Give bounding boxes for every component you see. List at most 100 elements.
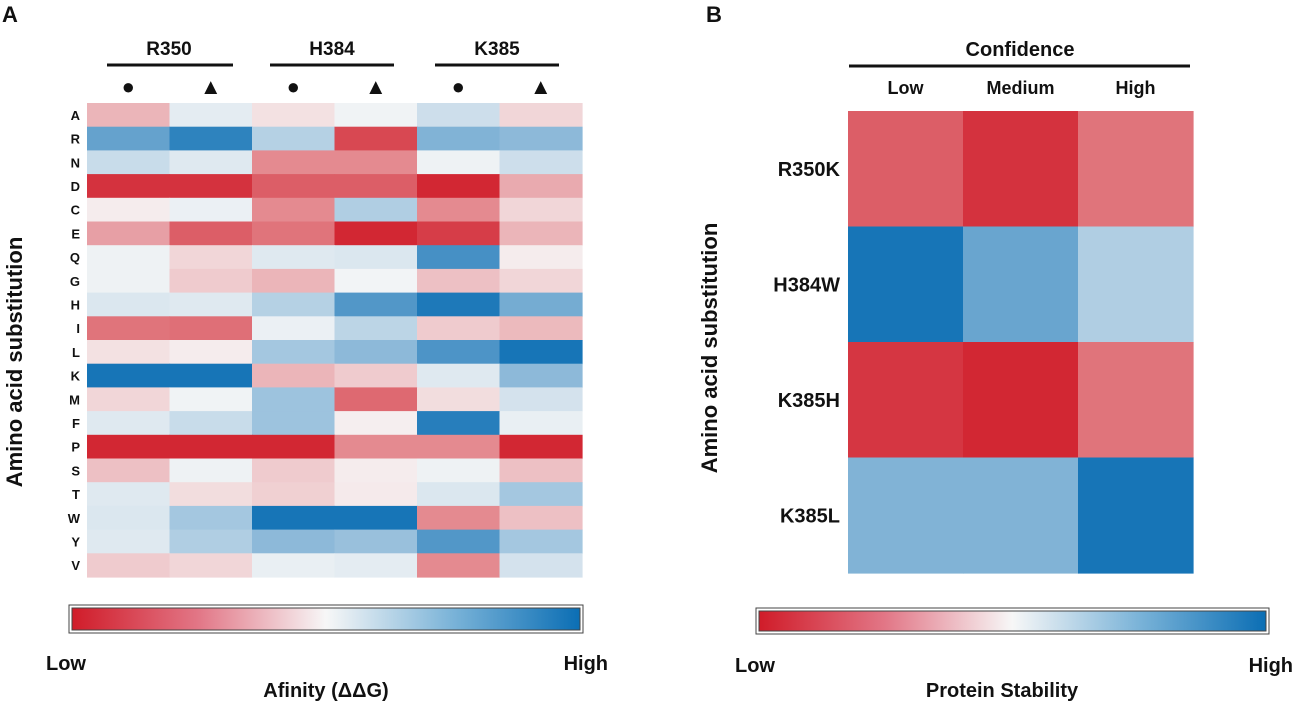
panel-a-cell: [87, 316, 171, 341]
panel-a-colorbar-high: High: [564, 653, 608, 675]
panel-a-cell: [334, 387, 418, 412]
panel-a-cell: [334, 292, 418, 317]
panel-b-cell: [1078, 342, 1194, 459]
panel-a-colorbar-frame: [68, 604, 584, 634]
panel-a-cell: [334, 221, 418, 246]
panel-a-row-label: M: [69, 392, 80, 407]
panel-b-colorbar-frame: [755, 607, 1270, 635]
panel-a-row-label: Q: [70, 250, 80, 265]
panel-a-cell: [87, 340, 171, 365]
panel-a-row-label: F: [72, 416, 80, 431]
panel-a-cell: [252, 529, 336, 554]
panel-a-cell: [252, 292, 336, 317]
panel-a-cell: [252, 126, 336, 151]
panel-a-cell: [417, 103, 501, 128]
panel-a-cell: [169, 174, 253, 199]
panel-a-cell: [252, 103, 336, 128]
panel-a-cell: [499, 221, 583, 246]
panel-b-column-label: Medium: [986, 78, 1054, 98]
panel-a-cell: [334, 316, 418, 341]
panel-a-colorbar: [71, 607, 581, 631]
panel-b-cell: [963, 457, 1079, 574]
panel-a-cell: [252, 221, 336, 246]
panel-a-cell: [499, 292, 583, 317]
panel-a-cell: [169, 150, 253, 175]
panel-b-title: Confidence: [966, 39, 1075, 61]
panel-a-row-label: G: [70, 274, 80, 289]
panel-a-cell: [417, 292, 501, 317]
panel-a-cell: [252, 411, 336, 436]
panel-b-cell: [963, 111, 1079, 228]
panel-b-column-label: High: [1116, 78, 1156, 98]
panel-a-cell: [499, 150, 583, 175]
panel-b-column-label: Low: [888, 78, 925, 98]
panel-b-colorbar-title: Protein Stability: [926, 680, 1079, 702]
panel-a-cell: [87, 150, 171, 175]
panel-b-cell: [848, 342, 964, 459]
panel-b-column-labels: Low Medium High: [888, 78, 1156, 98]
panel-a-cell: [87, 221, 171, 246]
panel-a-cell: [87, 245, 171, 270]
panel-b: B Confidence Low Medium High Amino acid su…: [697, 2, 1293, 702]
panel-a-cell: [169, 221, 253, 246]
panel-a-cell: [252, 387, 336, 412]
panel-a-cell: [169, 529, 253, 554]
panel-a-cell: [169, 245, 253, 270]
panel-b-cell: [963, 226, 1079, 343]
panel-a-y-axis-title: Amino acid substitution: [2, 237, 27, 488]
panel-a-row-label: H: [71, 297, 80, 312]
panel-a-cell: [169, 482, 253, 507]
panel-a-cell: [334, 268, 418, 294]
panel-a-cell: [417, 197, 501, 223]
panel-a-heatmap: [87, 103, 583, 578]
panel-a-cell: [87, 292, 171, 317]
panel-a-cell: [499, 245, 583, 270]
panel-a-cell: [417, 316, 501, 341]
panel-b-row-label: R350K: [778, 159, 841, 181]
panel-a-row-label: C: [71, 203, 81, 218]
panel-a-cell: [334, 197, 418, 223]
panel-a-cell: [499, 363, 583, 388]
panel-b-cell: [848, 226, 964, 343]
panel-a-cell: [87, 482, 171, 507]
panel-a-cell: [499, 340, 583, 365]
panel-a-cell: [417, 363, 501, 388]
panel-a-group-label-k385: K385: [474, 39, 520, 60]
panel-a-cell: [169, 340, 253, 365]
panel-a-row-label: D: [71, 179, 80, 194]
panel-b-cell: [848, 457, 964, 574]
panel-a-row-label: N: [71, 155, 80, 170]
panel-b-colorbar: [758, 610, 1267, 632]
panel-a-cell: [417, 245, 501, 270]
panel-a-cell: [87, 174, 171, 199]
panel-a-row-label: V: [71, 558, 80, 573]
panel-a-colorbar-low: Low: [46, 653, 86, 675]
panel-a-cell: [499, 174, 583, 199]
panel-a-cell: [499, 411, 583, 436]
panel-a-cell: [417, 174, 501, 199]
panel-a-cell: [87, 387, 171, 412]
panel-a-markers: ● ▲ ● ▲ ● ▲: [122, 74, 552, 99]
panel-a-cell: [499, 126, 583, 151]
panel-a-label: A: [2, 2, 18, 27]
panel-a-cell: [417, 434, 501, 460]
panel-a-cell: [334, 363, 418, 388]
panel-a-cell: [87, 458, 171, 483]
panel-a-cell: [252, 197, 336, 223]
panel-a-cell: [252, 482, 336, 507]
panel-a-cell: [252, 553, 336, 578]
panel-a-cell: [499, 434, 583, 460]
panel-a-cell: [417, 126, 501, 151]
panel-a-cell: [334, 103, 418, 128]
panel-a-cell: [87, 363, 171, 388]
panel-a-cell: [169, 411, 253, 436]
panel-a-cell: [334, 174, 418, 199]
panel-a-cell: [252, 340, 336, 365]
panel-a-cell: [252, 458, 336, 483]
panel-a-cell: [169, 292, 253, 317]
panel-a-cell: [499, 529, 583, 554]
panel-a-cell: [169, 553, 253, 578]
panel-a-cell: [87, 505, 171, 531]
panel-a-cell: [499, 268, 583, 294]
panel-a-cell: [169, 103, 253, 128]
